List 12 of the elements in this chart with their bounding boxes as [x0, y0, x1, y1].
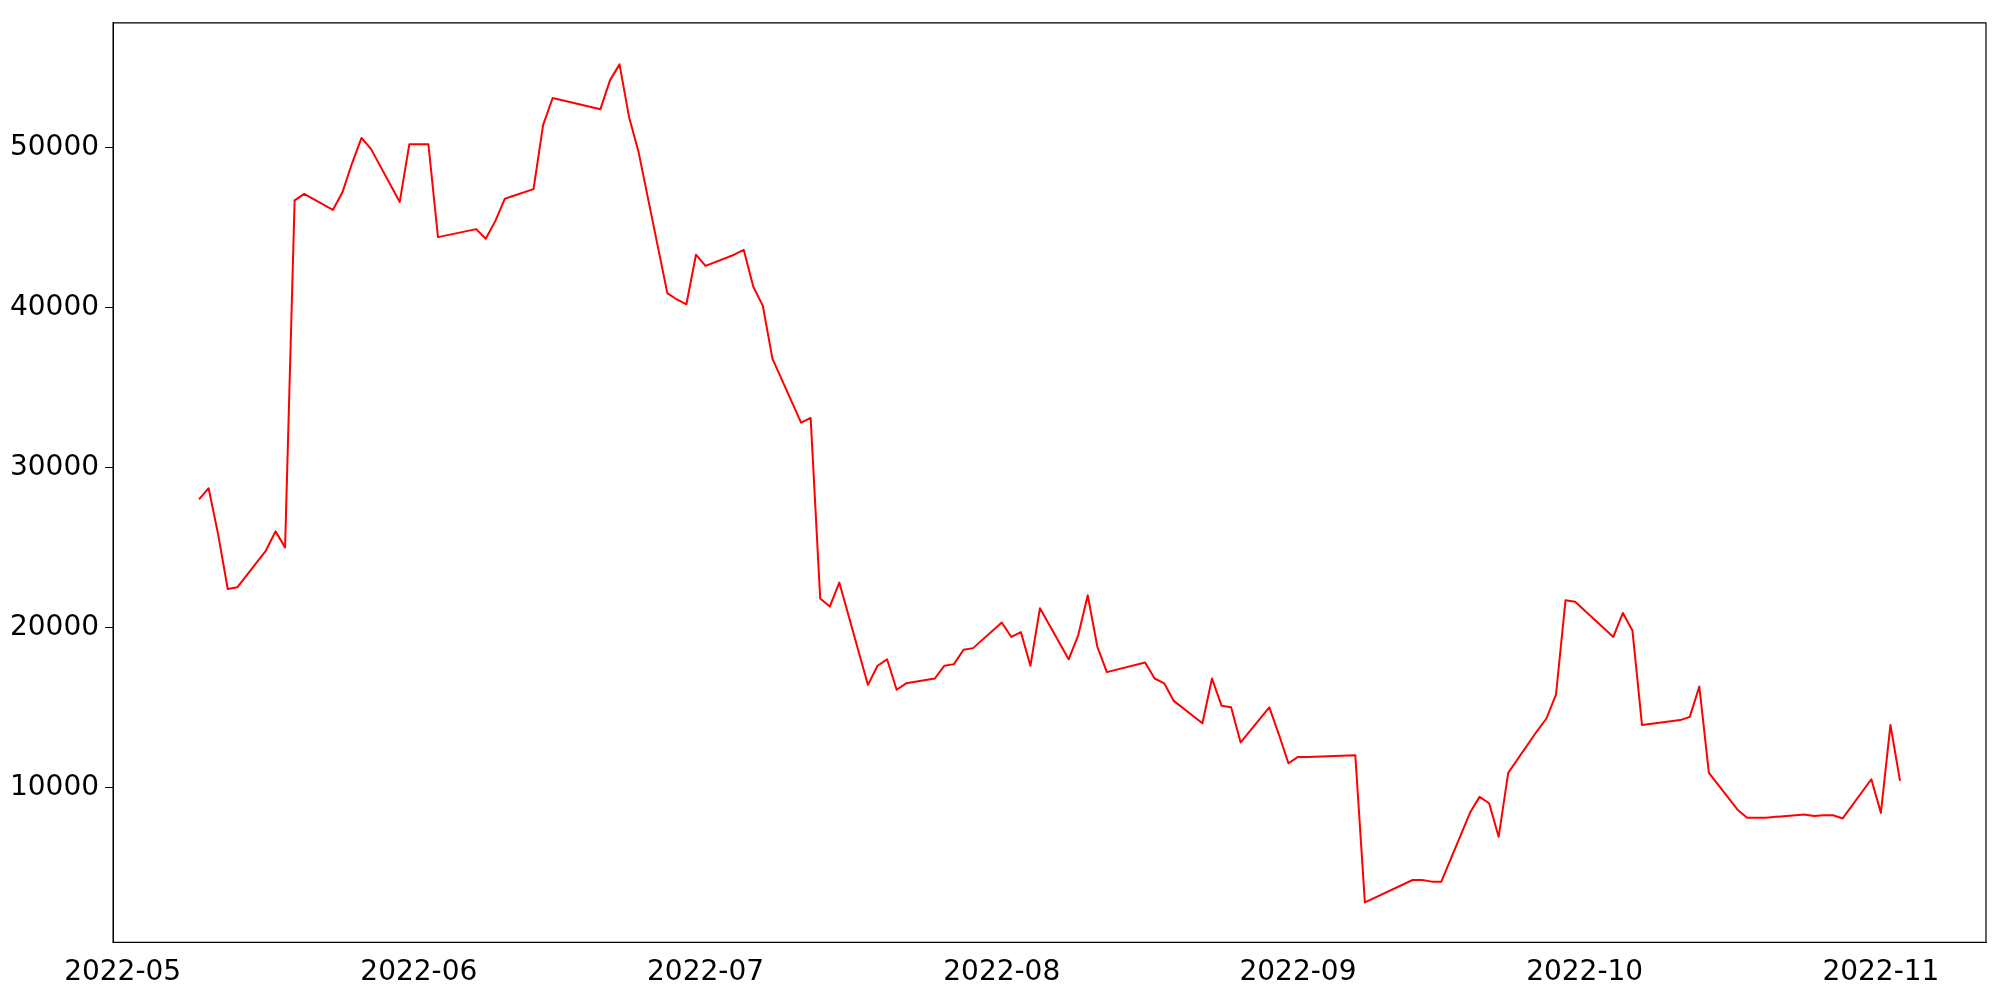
- y-tick-label: 40000: [9, 288, 100, 322]
- x-tick-label: 2022-05: [64, 954, 182, 988]
- y-tick-label: 50000: [9, 128, 100, 162]
- x-tick-label: 2022-11: [1822, 954, 1940, 988]
- x-tick-label: 2022-09: [1239, 954, 1357, 988]
- y-tick-label: 20000: [9, 608, 100, 642]
- x-tick-label: 2022-08: [943, 954, 1061, 988]
- x-tick-label: 2022-10: [1526, 954, 1644, 988]
- x-tick-label: 2022-07: [647, 954, 765, 988]
- y-tick-label: 10000: [9, 768, 100, 802]
- x-tick-label: 2022-06: [360, 954, 478, 988]
- y-tick-label: 30000: [9, 448, 100, 482]
